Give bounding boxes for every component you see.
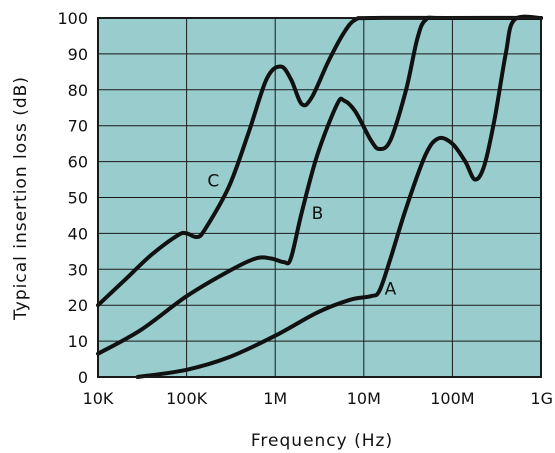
y-tick-label: 50 (68, 189, 88, 208)
curve-c (96, 15, 543, 308)
x-tick-label: 1G (530, 389, 553, 408)
x-tick-label: 100M (430, 389, 474, 408)
plot-frame (97, 17, 542, 378)
x-tick-labels: 10K 100K 1M 10M 100M 1G (83, 389, 553, 408)
y-tick-label: 100 (57, 9, 88, 28)
x-tick-label: 10K (83, 389, 114, 408)
y-tick-label: 10 (68, 332, 88, 351)
x-tick-label: 1M (263, 389, 287, 408)
y-tick-label: 90 (68, 45, 88, 64)
y-tick-label: 20 (68, 296, 88, 315)
y-tick-label: 40 (68, 224, 88, 243)
curve-a (135, 14, 543, 379)
y-tick-labels: 0 10 20 30 40 50 60 70 80 90 100 (57, 9, 88, 387)
y-axis-title: Typical insertion loss (dB) (11, 76, 31, 321)
curve-label-c: C (207, 172, 219, 192)
curve-label-b: B (312, 204, 324, 224)
curve-label-a: A (385, 279, 397, 299)
y-tick-label: 0 (78, 368, 88, 387)
y-tick-label: 70 (68, 117, 88, 136)
x-axis-title: Frequency (Hz) (251, 431, 393, 451)
curve-labels: C B A (207, 172, 396, 300)
curves (96, 14, 543, 379)
y-tick-label: 80 (68, 81, 88, 100)
y-tick-label: 60 (68, 153, 88, 172)
x-tick-label: 100K (166, 389, 208, 408)
y-tick-label: 30 (68, 260, 88, 279)
x-tick-label: 10M (347, 389, 381, 408)
curve-b (96, 15, 543, 356)
